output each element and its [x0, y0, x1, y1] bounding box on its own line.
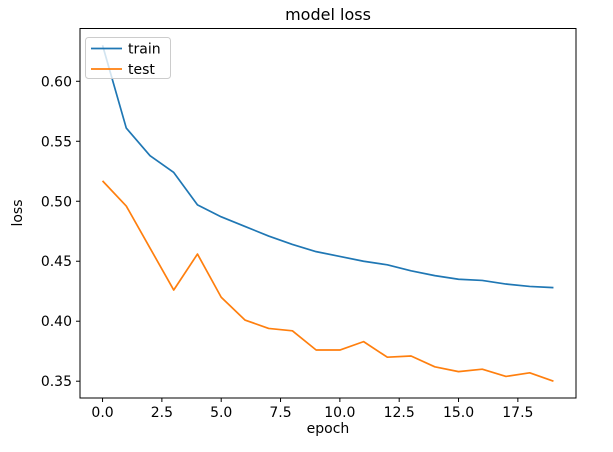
plot-area: 0.0 2.5 5.0 7.5 10.0 12.5 15.0 17.5 0.35 0.40 0.45…	[41, 28, 577, 421]
y-tick-label: 0.55	[41, 134, 72, 150]
y-tick-label: 0.50	[41, 194, 72, 210]
x-tick-label: 2.5	[151, 405, 173, 421]
x-tick-label: 12.5	[384, 405, 415, 421]
legend-item-train: train	[91, 42, 161, 58]
x-axis-label: epoch	[307, 421, 350, 437]
y-tick-label: 0.40	[41, 314, 72, 330]
chart-title: model loss	[285, 5, 371, 24]
axes-group: 0.0 2.5 5.0 7.5 10.0 12.5 15.0 17.5 0.35 0.40 0.45…	[41, 28, 577, 421]
y-tick-label: 0.45	[41, 254, 72, 270]
series-line-test	[101, 180, 554, 383]
y-tick-label: 0.35	[41, 374, 72, 390]
y-axis-label: loss	[10, 199, 26, 226]
legend-label-test: test	[128, 62, 155, 78]
x-tick-label: 5.0	[210, 405, 232, 421]
y-tick-label: 0.60	[41, 74, 72, 90]
x-tick-label: 17.5	[502, 405, 533, 421]
x-tick-label: 10.0	[324, 405, 355, 421]
x-tick-label: 15.0	[443, 405, 474, 421]
legend-label-train: train	[128, 42, 161, 58]
x-tick-label: 0.0	[91, 405, 113, 421]
series-group	[101, 45, 554, 383]
x-tick-label: 7.5	[269, 405, 291, 421]
legend: train test	[85, 37, 171, 79]
legend-item-test: test	[91, 62, 155, 78]
axes-spines	[79, 28, 577, 399]
series-line-train	[101, 45, 554, 289]
